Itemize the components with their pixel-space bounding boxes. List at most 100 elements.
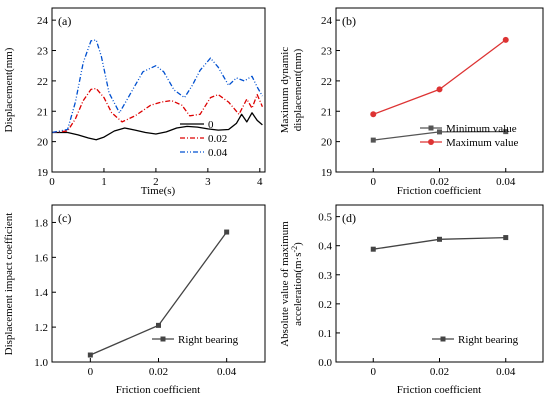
panel-d-legend: Right bearing [432,334,519,346]
ytick-label-0: 19 [321,167,333,179]
series-line-0-1 [51,87,263,134]
ytick-label-3: 0.3 [318,270,332,282]
panel-c-frame [51,204,266,363]
legend-text-right-bearing-d: Right bearing [458,334,519,346]
ytick-label-2: 0.2 [318,299,332,311]
panel-b-ylabel-line1: Maximum dynamic [279,47,291,134]
legend-text-002: 0.02 [208,133,227,145]
legend-text-004: 0.04 [208,147,228,159]
xtick-label-2: 0.04 [217,366,237,378]
panel-a-label: (a) [58,14,71,28]
ytick-label-5: 24 [37,15,49,27]
point-3-0-2 [503,235,509,241]
panel-a-frame [51,7,266,173]
ytick-label-1: 0.1 [318,328,332,340]
point-2-0-2 [224,229,230,235]
panel-d-ticks: 0.0 0.1 0.2 0.3 0.4 0.5 0 0.02 0.04 [318,212,516,378]
ytick-label-4: 1.8 [34,217,48,229]
panel-a-legend: 0 0.02 0.04 [180,119,228,159]
xtick-label-0: 0 [49,176,55,188]
ytick-label-2: 1.4 [34,287,48,299]
point-3-0-0 [370,246,376,252]
panel-d-ylabel-sup: -2 [290,246,299,253]
panel-a-ylabel: Displacement(mm) [3,47,15,132]
series-line-0-2 [51,39,263,134]
ytick-label-0: 0.0 [318,357,332,369]
panel-c-series [87,229,230,358]
ytick-label-1: 1.2 [34,322,48,334]
xtick-label-3: 3 [205,176,211,188]
xtick-label-2: 2 [153,176,159,188]
xtick-label-1: 0.02 [430,176,449,188]
series-line-0-0 [52,112,263,141]
ytick-label-0: 19 [37,167,49,179]
xtick-label-0: 0 [88,366,94,378]
panel-d-series [370,235,509,252]
panel-d-xlabel: Friction coefficient [397,384,481,396]
xtick-label-4: 4 [257,176,263,188]
legend-text-right-bearing-c: Right bearing [178,334,239,346]
point-3-0-1 [437,236,442,242]
ytick-label-3: 1.6 [34,252,48,264]
ytick-label-2: 21 [37,106,48,118]
panel-b-ticks: 19 20 21 22 23 24 0 0.02 0.04 [321,15,516,188]
point-1-1-2 [502,36,509,43]
ytick-label-1: 20 [321,137,333,149]
legend-marker-max [428,139,434,145]
ytick-label-4: 0.4 [318,241,332,253]
panel-b-xlabel: Friction coefficient [397,185,481,197]
legend-text-min: Minimum value [446,123,517,135]
panel-d-frame [335,204,544,363]
ytick-label-4: 23 [321,46,333,58]
panel-c: 1.0 1.2 1.4 1.6 1.8 0 0.02 0.04 (c) Friction co… [3,204,266,396]
point-1-0-1 [437,129,442,135]
ytick-label-4: 23 [37,46,49,58]
legend-text-max: Maximum value [446,137,519,149]
legend-marker-right-bearing-d [440,336,446,342]
xtick-label-1: 0.02 [430,366,449,378]
panel-b-frame [335,7,544,173]
ytick-label-2: 21 [321,106,332,118]
point-2-0-0 [87,352,93,358]
ytick-label-5: 24 [321,15,333,27]
legend-text-0: 0 [208,119,214,131]
ytick-label-3: 22 [37,76,48,88]
xtick-label-2: 0.04 [496,366,516,378]
panel-b-series [370,36,509,143]
xtick-label-1: 1 [101,176,107,188]
panel-c-ylabel: Displacement impact coefficient [3,213,15,356]
point-1-1-1 [436,86,443,93]
panel-b-ylabel-line2: displacement(mm) [292,48,304,131]
series-line-1-1 [373,39,507,115]
ytick-label-3: 22 [321,76,332,88]
panel-d-ylabel-unit: acceleration(m·s [292,253,304,326]
ytick-label-0: 1.0 [34,357,48,369]
panel-d: 0.0 0.1 0.2 0.3 0.4 0.5 0 0.02 0.04 (d) Friction… [279,204,544,396]
xtick-label-0: 0 [371,176,377,188]
ytick-label-5: 0.5 [318,212,332,224]
panel-b-legend: Minimum value Maximum value [420,123,519,149]
panel-a-series [51,39,263,141]
ytick-label-1: 20 [37,137,49,149]
legend-marker-min [428,125,434,131]
panel-c-ticks: 1.0 1.2 1.4 1.6 1.8 0 0.02 0.04 [34,217,237,378]
panel-a-xlabel: Time(s) [141,185,176,197]
point-1-0-2 [503,129,509,135]
panel-b: 19 20 21 22 23 24 0 0.02 0.04 (b) Friction coeff… [279,7,544,197]
panel-c-xlabel: Friction coefficient [116,384,200,396]
panel-b-label: (b) [342,14,356,28]
xtick-label-2: 0.04 [496,176,516,188]
point-1-1-0 [370,111,377,118]
panel-d-ylabel-line1: Absolute value of maximum [279,221,291,347]
panel-d-ylabel-line2: acceleration(m·s-2) [290,242,304,326]
xtick-label-1: 0.02 [149,366,168,378]
legend-marker-right-bearing-c [160,336,166,342]
point-2-0-1 [156,322,161,328]
panel-d-ylabel-close: ) [292,242,304,246]
panel-d-label: (d) [342,211,356,225]
xtick-label-0: 0 [371,366,377,378]
point-1-0-0 [370,137,376,143]
